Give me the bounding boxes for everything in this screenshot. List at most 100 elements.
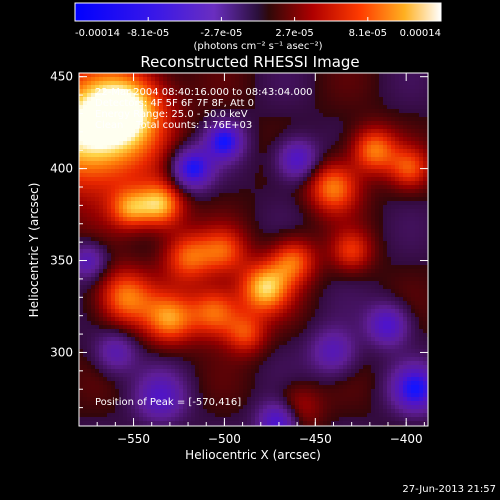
heatmap-cell	[367, 213, 371, 217]
heatmap-cell	[235, 145, 239, 149]
heatmap-cell	[363, 185, 367, 189]
heatmap-cell	[387, 217, 391, 221]
heatmap-cell	[351, 285, 355, 289]
heatmap-cell	[343, 157, 347, 161]
heatmap-cell	[275, 201, 279, 205]
heatmap-cell	[275, 253, 279, 257]
heatmap-cell	[251, 225, 255, 229]
heatmap-cell	[255, 85, 259, 89]
heatmap-cell	[319, 273, 323, 277]
heatmap-cell	[87, 97, 91, 101]
heatmap-cell	[135, 85, 139, 89]
heatmap-cell	[171, 217, 175, 221]
heatmap-cell	[171, 277, 175, 281]
heatmap-cell	[287, 81, 291, 85]
heatmap-cell	[351, 85, 355, 89]
heatmap-cell	[291, 261, 295, 265]
heatmap-cell	[95, 285, 99, 289]
heatmap-cell	[403, 189, 407, 193]
heatmap-cell	[335, 85, 339, 89]
heatmap-cell	[259, 73, 263, 77]
heatmap-cell	[267, 185, 271, 189]
heatmap-cell	[251, 221, 255, 225]
heatmap-cell	[287, 173, 291, 177]
heatmap-cell	[343, 89, 347, 93]
heatmap-cell	[335, 97, 339, 101]
heatmap-cell	[415, 113, 419, 117]
heatmap-cell	[387, 101, 391, 105]
heatmap-cell	[215, 173, 219, 177]
heatmap-cell	[255, 97, 259, 101]
heatmap-cell	[243, 209, 247, 213]
heatmap-cell	[195, 209, 199, 213]
heatmap-cell	[247, 237, 251, 241]
heatmap-cell	[363, 125, 367, 129]
heatmap-cell	[183, 105, 187, 109]
heatmap-cell	[279, 73, 283, 77]
heatmap-cell	[379, 201, 383, 205]
heatmap-cell	[163, 93, 167, 97]
heatmap-cell	[359, 105, 363, 109]
heatmap-cell	[211, 241, 215, 245]
heatmap-cell	[83, 157, 87, 161]
heatmap-cell	[155, 109, 159, 113]
heatmap-cell	[387, 285, 391, 289]
heatmap-cell	[187, 177, 191, 181]
heatmap-cell	[307, 257, 311, 261]
heatmap-cell	[367, 277, 371, 281]
heatmap-cell	[211, 261, 215, 265]
heatmap-cell	[195, 85, 199, 89]
heatmap-cell	[355, 105, 359, 109]
heatmap-cell	[359, 137, 363, 141]
heatmap-cell	[143, 289, 147, 293]
heatmap-cell	[315, 73, 319, 77]
heatmap-cell	[199, 165, 203, 169]
heatmap-cell	[243, 297, 247, 301]
heatmap-cell	[331, 213, 335, 217]
heatmap-cell	[99, 265, 103, 269]
heatmap-cell	[179, 205, 183, 209]
heatmap-cell	[395, 117, 399, 121]
heatmap-cell	[251, 113, 255, 117]
heatmap-cell	[187, 125, 191, 129]
heatmap-cell	[283, 85, 287, 89]
heatmap-cell	[371, 293, 375, 297]
heatmap-cell	[171, 197, 175, 201]
heatmap-cell	[195, 129, 199, 133]
heatmap-cell	[315, 201, 319, 205]
heatmap-cell	[331, 221, 335, 225]
heatmap-cell	[131, 169, 135, 173]
heatmap-cell	[375, 245, 379, 249]
heatmap-cell	[99, 213, 103, 217]
heatmap-cell	[131, 113, 135, 117]
heatmap-cell	[143, 121, 147, 125]
heatmap-cell	[203, 169, 207, 173]
heatmap-cell	[387, 281, 391, 285]
heatmap-cell	[91, 225, 95, 229]
heatmap-cell	[271, 229, 275, 233]
heatmap-cell	[383, 281, 387, 285]
heatmap-cell	[319, 105, 323, 109]
colorbar-tick-label: 2.7e-05	[275, 28, 313, 39]
heatmap-cell	[303, 201, 307, 205]
heatmap-cell	[223, 285, 227, 289]
heatmap-cell	[203, 105, 207, 109]
heatmap-cell	[191, 177, 195, 181]
heatmap-cell	[263, 77, 267, 81]
heatmap-cell	[331, 109, 335, 113]
heatmap-cell	[323, 137, 327, 141]
heatmap-cell	[151, 213, 155, 217]
heatmap-cell	[407, 177, 411, 181]
heatmap-cell	[343, 221, 347, 225]
heatmap-cell	[423, 89, 427, 93]
heatmap-cell	[379, 289, 383, 293]
heatmap-cell	[335, 129, 339, 133]
heatmap-cell	[199, 217, 203, 221]
heatmap-cell	[143, 125, 147, 129]
heatmap-cell	[115, 221, 119, 225]
heatmap-cell	[307, 237, 311, 241]
heatmap-cell	[107, 85, 111, 89]
heatmap-cell	[215, 161, 219, 165]
heatmap-cell	[91, 121, 95, 125]
heatmap-cell	[299, 173, 303, 177]
